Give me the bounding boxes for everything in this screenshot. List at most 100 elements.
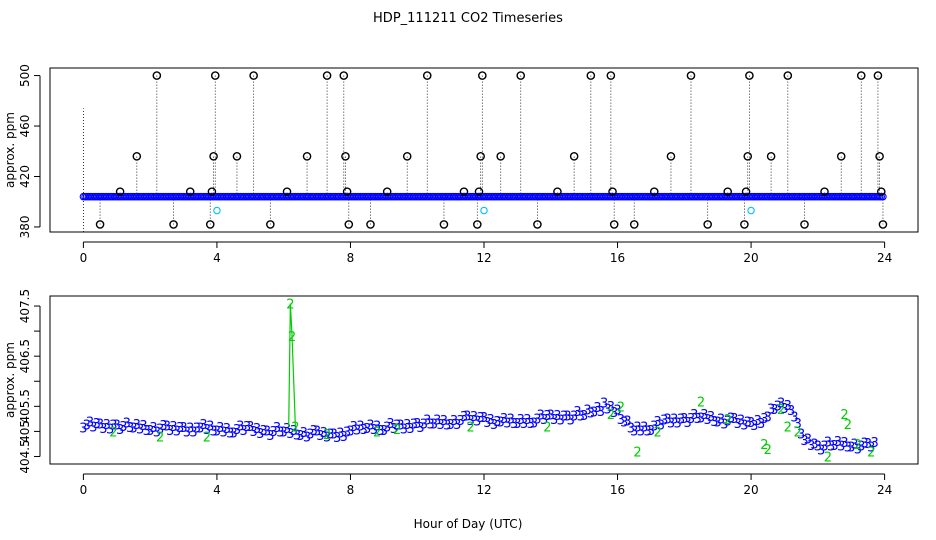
series-3-point: 3 bbox=[747, 416, 755, 431]
series-3-point: 3 bbox=[540, 413, 548, 428]
series-3-point: 3 bbox=[263, 425, 271, 440]
series-2-point: 2 bbox=[824, 450, 832, 465]
series-3-point: 3 bbox=[720, 417, 728, 432]
series-3-point: 3 bbox=[373, 419, 381, 434]
series-3-point: 3 bbox=[390, 422, 398, 437]
plot-frame bbox=[49, 67, 919, 233]
series-3-point: 3 bbox=[440, 414, 448, 429]
series-3-point: 3 bbox=[530, 416, 538, 431]
series-2-point: 2 bbox=[323, 428, 331, 443]
outlier-point bbox=[207, 187, 217, 196]
series-3-point: 3 bbox=[523, 413, 531, 428]
outlier-point bbox=[586, 71, 596, 80]
series-3-point: 3 bbox=[303, 431, 311, 446]
series-3-point: 3 bbox=[547, 409, 555, 424]
series-3-point: 3 bbox=[663, 413, 671, 428]
series-3-point: 3 bbox=[436, 418, 444, 433]
cyan-point bbox=[480, 206, 488, 215]
series-3-point: 3 bbox=[560, 410, 568, 425]
series-3-point: 3 bbox=[467, 414, 475, 429]
series-3-point: 3 bbox=[717, 412, 725, 427]
x-tick-label: 8 bbox=[347, 251, 355, 265]
series-3-point: 3 bbox=[280, 425, 288, 440]
series-3-point: 3 bbox=[553, 409, 561, 424]
x-tick-label: 24 bbox=[877, 483, 892, 497]
x-tick-label: 24 bbox=[877, 251, 892, 265]
series-3-point: 3 bbox=[276, 426, 284, 441]
outlier-point bbox=[496, 152, 505, 161]
series-3-point: 3 bbox=[93, 417, 101, 432]
series-3-point: 3 bbox=[203, 423, 211, 438]
series-3-point: 3 bbox=[270, 425, 278, 440]
outlier-point bbox=[341, 152, 350, 161]
series-3-point: 3 bbox=[233, 423, 241, 438]
series-3-point: 3 bbox=[527, 417, 535, 432]
series-3-point: 3 bbox=[557, 413, 565, 428]
outlier-point bbox=[820, 187, 829, 196]
series-3-point: 3 bbox=[643, 425, 651, 440]
series-3-point: 3 bbox=[503, 416, 511, 431]
series-3-point: 3 bbox=[543, 409, 551, 424]
series-3-point: 3 bbox=[139, 419, 147, 434]
x-tick-label: 16 bbox=[610, 483, 625, 497]
series-3-point: 3 bbox=[336, 427, 344, 442]
series-3-point: 3 bbox=[306, 427, 314, 442]
series-3-point: 3 bbox=[550, 413, 558, 428]
outlier-point bbox=[115, 187, 125, 196]
series-3-point: 3 bbox=[784, 399, 792, 414]
series-3-point: 3 bbox=[687, 412, 695, 427]
outlier-point bbox=[185, 187, 195, 196]
series-2-point: 2 bbox=[607, 408, 615, 423]
series-3-point: 3 bbox=[239, 424, 247, 439]
series-3-point: 3 bbox=[473, 415, 481, 430]
outlier-point bbox=[342, 187, 352, 196]
x-tick-label: 20 bbox=[743, 251, 758, 265]
series-3-point: 3 bbox=[106, 422, 114, 437]
series-3-point: 3 bbox=[83, 418, 91, 433]
series-3-point: 3 bbox=[183, 425, 191, 440]
series-3-point: 3 bbox=[777, 397, 785, 412]
series-3-point: 3 bbox=[296, 429, 304, 444]
x-tick-label: 12 bbox=[476, 251, 491, 265]
outlier-point bbox=[232, 152, 242, 161]
series-3-point: 3 bbox=[800, 434, 808, 449]
series-3-point: 3 bbox=[667, 417, 675, 432]
series-2-point: 2 bbox=[203, 430, 211, 445]
series-3-point: 3 bbox=[330, 428, 338, 443]
series-3-point: 3 bbox=[320, 426, 328, 441]
series-3-point: 3 bbox=[426, 418, 434, 433]
y-tick-label: 406.5 bbox=[18, 339, 32, 373]
series-3-point: 3 bbox=[487, 413, 495, 428]
outlier-point bbox=[459, 187, 469, 196]
series-3-point: 3 bbox=[290, 424, 298, 439]
outlier-point bbox=[402, 152, 412, 161]
series-3-point: 3 bbox=[757, 417, 765, 432]
series-3-point: 3 bbox=[209, 424, 217, 439]
outlier-point bbox=[741, 187, 751, 196]
series-3-point: 3 bbox=[370, 423, 378, 438]
series-2-point: 2 bbox=[617, 400, 625, 415]
series-3-point: 3 bbox=[750, 419, 758, 434]
series-3-point: 3 bbox=[470, 410, 478, 425]
series-3-point: 3 bbox=[400, 422, 408, 437]
series-3-point: 3 bbox=[173, 425, 181, 440]
series-3-point: 3 bbox=[193, 422, 201, 437]
outlier-point bbox=[478, 71, 487, 80]
series-3-point: 3 bbox=[787, 404, 795, 419]
x-tick-label: 0 bbox=[80, 251, 88, 265]
series-3-point: 3 bbox=[694, 412, 702, 427]
series-3-point: 3 bbox=[597, 405, 605, 420]
series-3-point: 3 bbox=[283, 422, 291, 437]
outlier-point bbox=[302, 152, 312, 161]
baseline-point bbox=[879, 192, 887, 201]
y-tick-label: 407.5 bbox=[18, 289, 32, 323]
series-3-point: 3 bbox=[253, 422, 261, 437]
series-3-point: 3 bbox=[266, 429, 274, 444]
series-3-point: 3 bbox=[89, 420, 97, 435]
series-3-point: 3 bbox=[149, 421, 157, 436]
series-3-point: 3 bbox=[310, 424, 318, 439]
plot-frame bbox=[49, 295, 919, 465]
series-3-point: 3 bbox=[573, 405, 581, 420]
y-tick-label: 460 bbox=[18, 115, 32, 138]
series-3-point: 3 bbox=[166, 424, 174, 439]
